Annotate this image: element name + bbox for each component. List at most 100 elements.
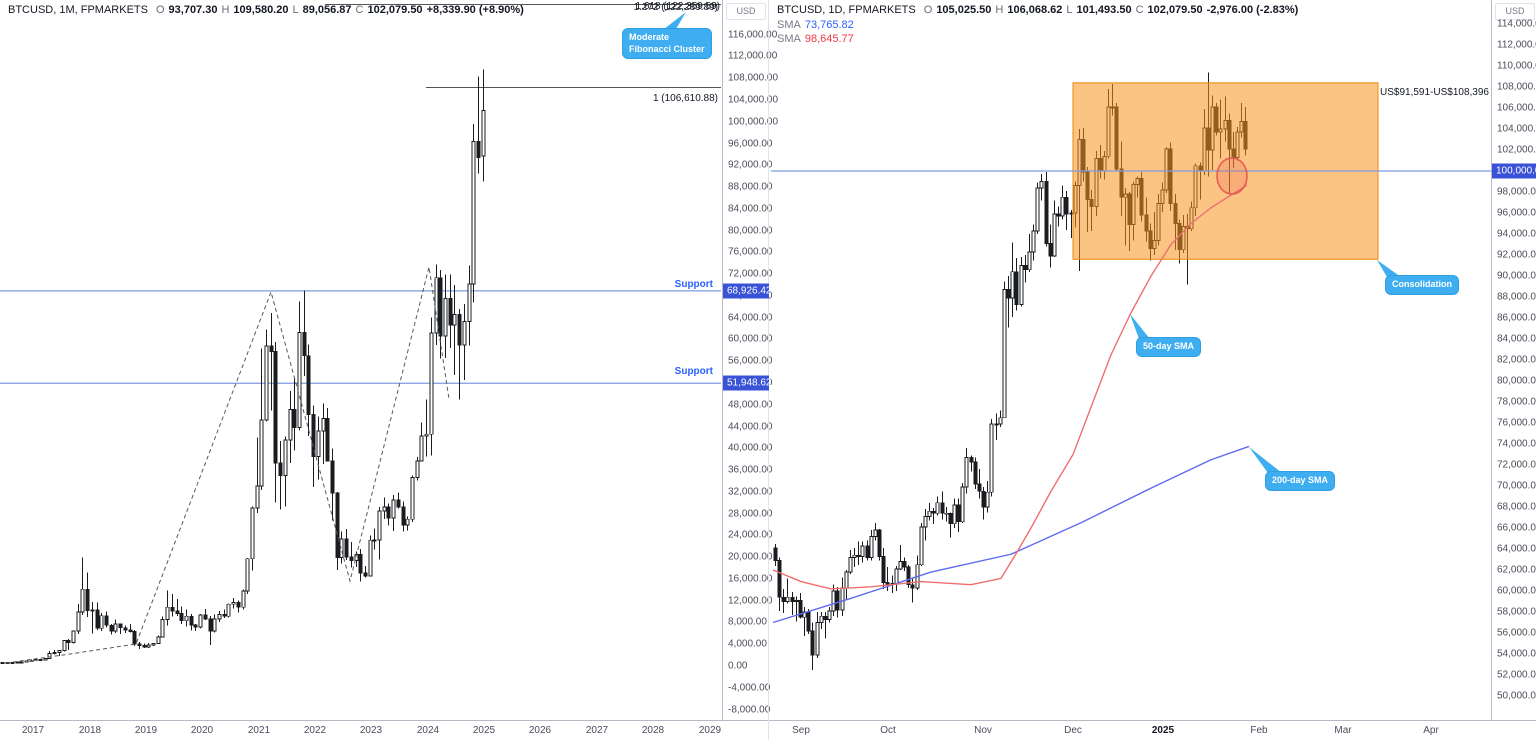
y-tick-label: 58,000.00 xyxy=(1497,606,1536,618)
sma200-callout[interactable]: 200-day SMA xyxy=(1265,471,1336,491)
close-key: C xyxy=(1135,4,1144,16)
x-tick-label: Feb xyxy=(1250,725,1268,736)
open-key: O xyxy=(155,4,165,16)
y-tick-label: 72,000.00 xyxy=(1497,459,1536,471)
y-tick-label: 68,000.00 xyxy=(1497,501,1536,513)
support-label-upper[interactable]: Support xyxy=(674,279,713,290)
high-key: H xyxy=(221,4,230,16)
close-key: C xyxy=(355,4,364,16)
y-tick-label: 86,000.00 xyxy=(1497,312,1536,324)
y-tick-label: 88,000.00 xyxy=(728,181,773,193)
low-key: L xyxy=(292,4,299,16)
y-tick-label: 74,000.00 xyxy=(1497,438,1536,450)
x-tick-label: 2019 xyxy=(134,725,158,736)
y-tick-label: 72,000.00 xyxy=(728,268,773,280)
y-tick-label: 100,000.00 xyxy=(728,116,779,128)
low-value: 101,493.50 xyxy=(1076,4,1132,16)
y-tick-label: 116,000.00 xyxy=(728,29,778,41)
y-tick-label: 4,000.00 xyxy=(728,638,767,650)
y-tick-label: 76,000.00 xyxy=(1497,417,1536,429)
y-tick-label: 108,000.00 xyxy=(1497,81,1536,93)
sma-key: SMA xyxy=(777,19,801,31)
y-tick-label: 12,000.00 xyxy=(728,595,773,607)
x-tick-label: 2025 xyxy=(472,725,496,736)
y-tick-label: 80,000.00 xyxy=(1497,375,1536,387)
price-axis-daily[interactable]: USD 114,000.00 112,000.00 110,000.00 108,00… xyxy=(1491,0,1536,720)
low-key: L xyxy=(1066,4,1073,16)
price-line-tag: 68,926.42 xyxy=(723,283,772,299)
y-tick-label: 80,000.00 xyxy=(728,225,773,237)
x-tick-label: Dec xyxy=(1064,725,1082,736)
callout-tail xyxy=(664,12,686,29)
y-tick-label: 84,000.00 xyxy=(1497,333,1536,345)
x-tick-label: Oct xyxy=(880,725,896,736)
y-tick-label: 96,000.00 xyxy=(728,138,773,150)
y-tick-label: 84,000.00 xyxy=(728,203,773,215)
y-tick-label: 44,000.00 xyxy=(728,421,773,433)
fib-1272-label: 1.272 (122,289.89) xyxy=(633,2,718,13)
time-axis-daily[interactable]: Sep Oct Nov Dec 2025 Feb Mar Apr xyxy=(769,720,1536,740)
y-tick-label: 78,000.00 xyxy=(1497,396,1536,408)
price-axis-monthly[interactable]: USD 116,000.00 112,000.00 108,000.00 104,00… xyxy=(722,0,778,720)
y-tick-label: 36,000.00 xyxy=(728,464,773,476)
y-tick-label: 28,000.00 xyxy=(728,508,773,520)
support-label-lower[interactable]: Support xyxy=(674,366,713,377)
trend-zigzag-dashed xyxy=(5,266,450,664)
fibonacci-cluster-callout[interactable]: Moderate Fibonacci Cluster xyxy=(622,28,712,60)
x-tick-label: 2027 xyxy=(585,725,609,736)
sma50-callout[interactable]: 50-day SMA xyxy=(1136,337,1202,357)
right-chart-legend[interactable]: BTCUSD, 1D, FPMARKETS O 105,025.50 H 106,0… xyxy=(777,4,1298,16)
callout-line2: Fibonacci Cluster xyxy=(629,43,705,54)
symbol-title: BTCUSD, 1D, FPMARKETS xyxy=(777,4,916,16)
x-tick-label: 2024 xyxy=(416,725,440,736)
sma-200-value: 73,765.82 xyxy=(804,19,854,31)
x-tick-label: 2022 xyxy=(303,725,327,736)
y-tick-label: 56,000.00 xyxy=(728,355,773,367)
change-value: -2,976.00 (-2.83%) xyxy=(1206,4,1299,16)
y-tick-label: 98,000.00 xyxy=(1497,186,1536,198)
price-chart-daily[interactable]: BTCUSD, 1D, FPMARKETS O 105,025.50 H 106,0… xyxy=(769,0,1491,720)
x-tick-label: 2023 xyxy=(359,725,383,736)
price-chart-monthly[interactable]: BTCUSD, 1M, FPMARKETS O 93,707.30 H 109,58… xyxy=(0,0,722,720)
x-tick-label: Sep xyxy=(792,725,810,736)
y-tick-label: 112,000.00 xyxy=(1497,39,1536,51)
y-tick-label: 114,000.00 xyxy=(1497,18,1536,30)
x-tick-label: 2021 xyxy=(247,725,271,736)
y-tick-label: 92,000.00 xyxy=(1497,249,1536,261)
y-tick-label: 0.00 xyxy=(728,660,748,672)
candlestick-canvas-monthly[interactable] xyxy=(0,0,722,720)
consolidation-callout[interactable]: Consolidation xyxy=(1385,275,1459,295)
y-tick-label: 50,000.00 xyxy=(1497,690,1536,702)
sma-200-legend[interactable]: SMA 73,765.82 xyxy=(777,19,854,31)
callout-tail xyxy=(1377,260,1401,277)
high-value: 109,580.20 xyxy=(233,4,289,16)
fib-1618-label: 1.618 (122,359.59) xyxy=(635,1,720,12)
y-tick-label: 76,000.00 xyxy=(728,246,773,258)
y-tick-label: 52,000.00 xyxy=(1497,669,1536,681)
y-tick-label: 106,000.00 xyxy=(1497,102,1536,114)
x-tick-label: Mar xyxy=(1334,725,1352,736)
y-tick-label: 60,000.00 xyxy=(728,333,773,345)
high-key: H xyxy=(995,4,1004,16)
y-tick-label: 32,000.00 xyxy=(728,486,773,498)
y-tick-label: 94,000.00 xyxy=(1497,228,1536,240)
fib-one-label[interactable]: 1 (106,610.88) xyxy=(652,93,718,104)
left-chart-legend[interactable]: BTCUSD, 1M, FPMARKETS O 93,707.30 H 109,58… xyxy=(8,4,524,16)
close-value: 102,079.50 xyxy=(367,4,423,16)
fib-extension-label[interactable]: 1.618 (122,359.59) 1.272 (122,289.89) xyxy=(540,1,720,13)
time-axis-monthly[interactable]: 2017 2018 2019 2020 2021 2022 2023 2024 2025 2026… xyxy=(0,720,768,740)
y-tick-label: 102,000.00 xyxy=(1497,144,1536,156)
sma-200-line xyxy=(772,445,1250,624)
candlestick-canvas-daily[interactable] xyxy=(769,0,1491,720)
callout-tail xyxy=(1130,314,1150,339)
x-tick-label: 2017 xyxy=(21,725,45,736)
y-tick-label: -8,000.00 xyxy=(728,704,771,716)
close-value: 102,079.50 xyxy=(1147,4,1203,16)
y-tick-label: 40,000.00 xyxy=(728,442,773,454)
sma-50-value: 98,645.77 xyxy=(804,33,854,45)
x-tick-label: 2025 xyxy=(1151,725,1175,736)
y-tick-label: 48,000.00 xyxy=(728,399,773,411)
open-value: 105,025.50 xyxy=(936,4,992,16)
price-range-label[interactable]: US$91,591-US$108,396 xyxy=(1380,87,1489,98)
sma-50-legend[interactable]: SMA 98,645.77 xyxy=(777,33,854,45)
